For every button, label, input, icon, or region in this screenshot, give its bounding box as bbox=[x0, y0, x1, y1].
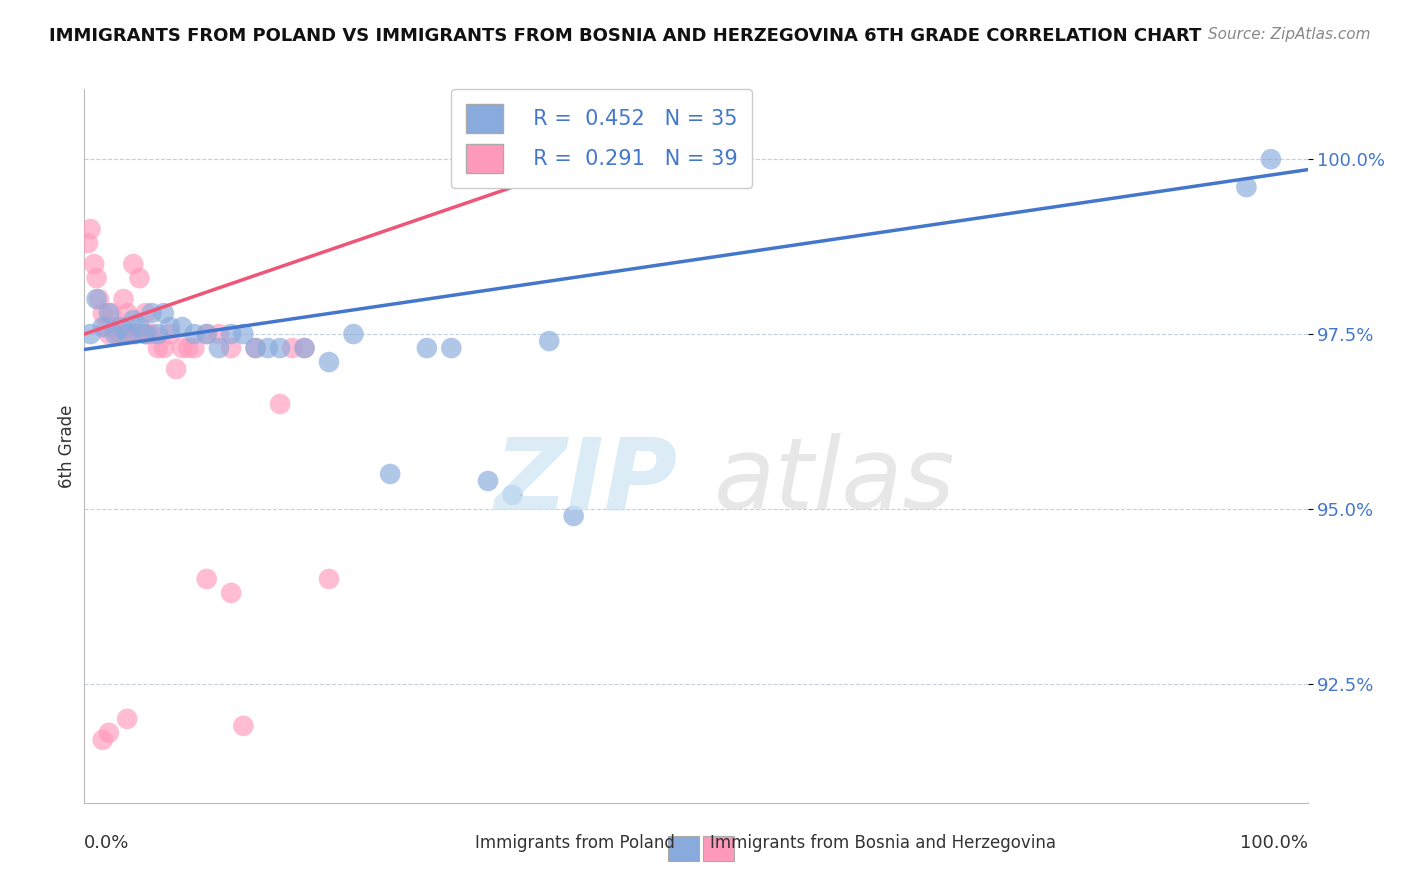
Point bbox=[562, 508, 585, 523]
Point bbox=[86, 292, 108, 306]
Point bbox=[318, 572, 340, 586]
Point bbox=[219, 327, 242, 342]
Point bbox=[115, 306, 138, 320]
Point bbox=[77, 236, 100, 251]
Text: atlas: atlas bbox=[714, 434, 956, 530]
Point bbox=[104, 327, 127, 342]
Point bbox=[159, 320, 181, 334]
Point bbox=[440, 341, 463, 355]
Point bbox=[416, 341, 439, 355]
Point bbox=[1234, 180, 1257, 194]
Point bbox=[183, 341, 205, 355]
Point bbox=[91, 320, 114, 334]
Point bbox=[318, 355, 340, 369]
Point bbox=[195, 327, 218, 342]
Point bbox=[79, 327, 101, 342]
Point bbox=[97, 306, 120, 320]
Text: Source: ZipAtlas.com: Source: ZipAtlas.com bbox=[1208, 27, 1371, 42]
Text: IMMIGRANTS FROM POLAND VS IMMIGRANTS FROM BOSNIA AND HERZEGOVINA 6TH GRADE CORRE: IMMIGRANTS FROM POLAND VS IMMIGRANTS FRO… bbox=[49, 27, 1202, 45]
Point bbox=[136, 327, 159, 342]
Point bbox=[477, 474, 499, 488]
Point bbox=[79, 222, 101, 236]
Point bbox=[110, 327, 132, 342]
Point bbox=[115, 712, 138, 726]
Point bbox=[269, 341, 291, 355]
Point bbox=[107, 327, 129, 342]
Point bbox=[208, 327, 231, 342]
Point bbox=[153, 341, 176, 355]
Point bbox=[165, 362, 187, 376]
Point bbox=[257, 341, 280, 355]
Y-axis label: 6th Grade: 6th Grade bbox=[58, 404, 76, 488]
Text: Immigrants from Bosnia and Herzegovina: Immigrants from Bosnia and Herzegovina bbox=[710, 834, 1056, 852]
Point bbox=[219, 341, 242, 355]
Point bbox=[122, 257, 145, 271]
Point bbox=[91, 306, 114, 320]
Point bbox=[1260, 152, 1282, 166]
Point bbox=[172, 320, 194, 334]
Point bbox=[135, 306, 157, 320]
Point bbox=[104, 320, 127, 334]
Point bbox=[208, 341, 231, 355]
Point bbox=[172, 341, 194, 355]
Point bbox=[120, 327, 142, 342]
Point bbox=[501, 488, 523, 502]
Point bbox=[538, 334, 561, 348]
Point bbox=[177, 341, 200, 355]
Point bbox=[153, 306, 176, 320]
Point bbox=[97, 726, 120, 740]
Point bbox=[115, 327, 138, 342]
Point bbox=[159, 327, 181, 342]
Point bbox=[91, 732, 114, 747]
Point bbox=[122, 313, 145, 327]
Point bbox=[100, 306, 122, 320]
Point bbox=[110, 320, 132, 334]
Point bbox=[87, 292, 110, 306]
Point bbox=[128, 320, 150, 334]
Point bbox=[380, 467, 402, 481]
Point bbox=[294, 341, 316, 355]
Point bbox=[97, 327, 120, 342]
Point bbox=[125, 327, 148, 342]
Point bbox=[96, 320, 118, 334]
Point bbox=[232, 327, 254, 342]
Point bbox=[342, 327, 364, 342]
Point bbox=[86, 271, 108, 285]
Text: ZIP: ZIP bbox=[495, 434, 678, 530]
Point bbox=[281, 341, 304, 355]
Point bbox=[232, 719, 254, 733]
Point bbox=[245, 341, 267, 355]
Point bbox=[195, 572, 218, 586]
Text: 100.0%: 100.0% bbox=[1240, 834, 1308, 852]
Point bbox=[135, 327, 157, 342]
Point bbox=[146, 341, 169, 355]
Point bbox=[245, 341, 267, 355]
Legend:   R =  0.452   N = 35,   R =  0.291   N = 39: R = 0.452 N = 35, R = 0.291 N = 39 bbox=[451, 89, 752, 187]
Point bbox=[195, 327, 218, 342]
Point bbox=[122, 327, 145, 342]
Point bbox=[294, 341, 316, 355]
Point bbox=[135, 327, 157, 342]
Text: 0.0%: 0.0% bbox=[84, 834, 129, 852]
Point bbox=[128, 271, 150, 285]
Point bbox=[183, 327, 205, 342]
Point bbox=[83, 257, 105, 271]
Point bbox=[146, 327, 169, 342]
Point bbox=[269, 397, 291, 411]
Text: Immigrants from Poland: Immigrants from Poland bbox=[475, 834, 675, 852]
Point bbox=[141, 306, 163, 320]
Point bbox=[112, 292, 135, 306]
Point bbox=[141, 327, 163, 342]
Point bbox=[219, 586, 242, 600]
